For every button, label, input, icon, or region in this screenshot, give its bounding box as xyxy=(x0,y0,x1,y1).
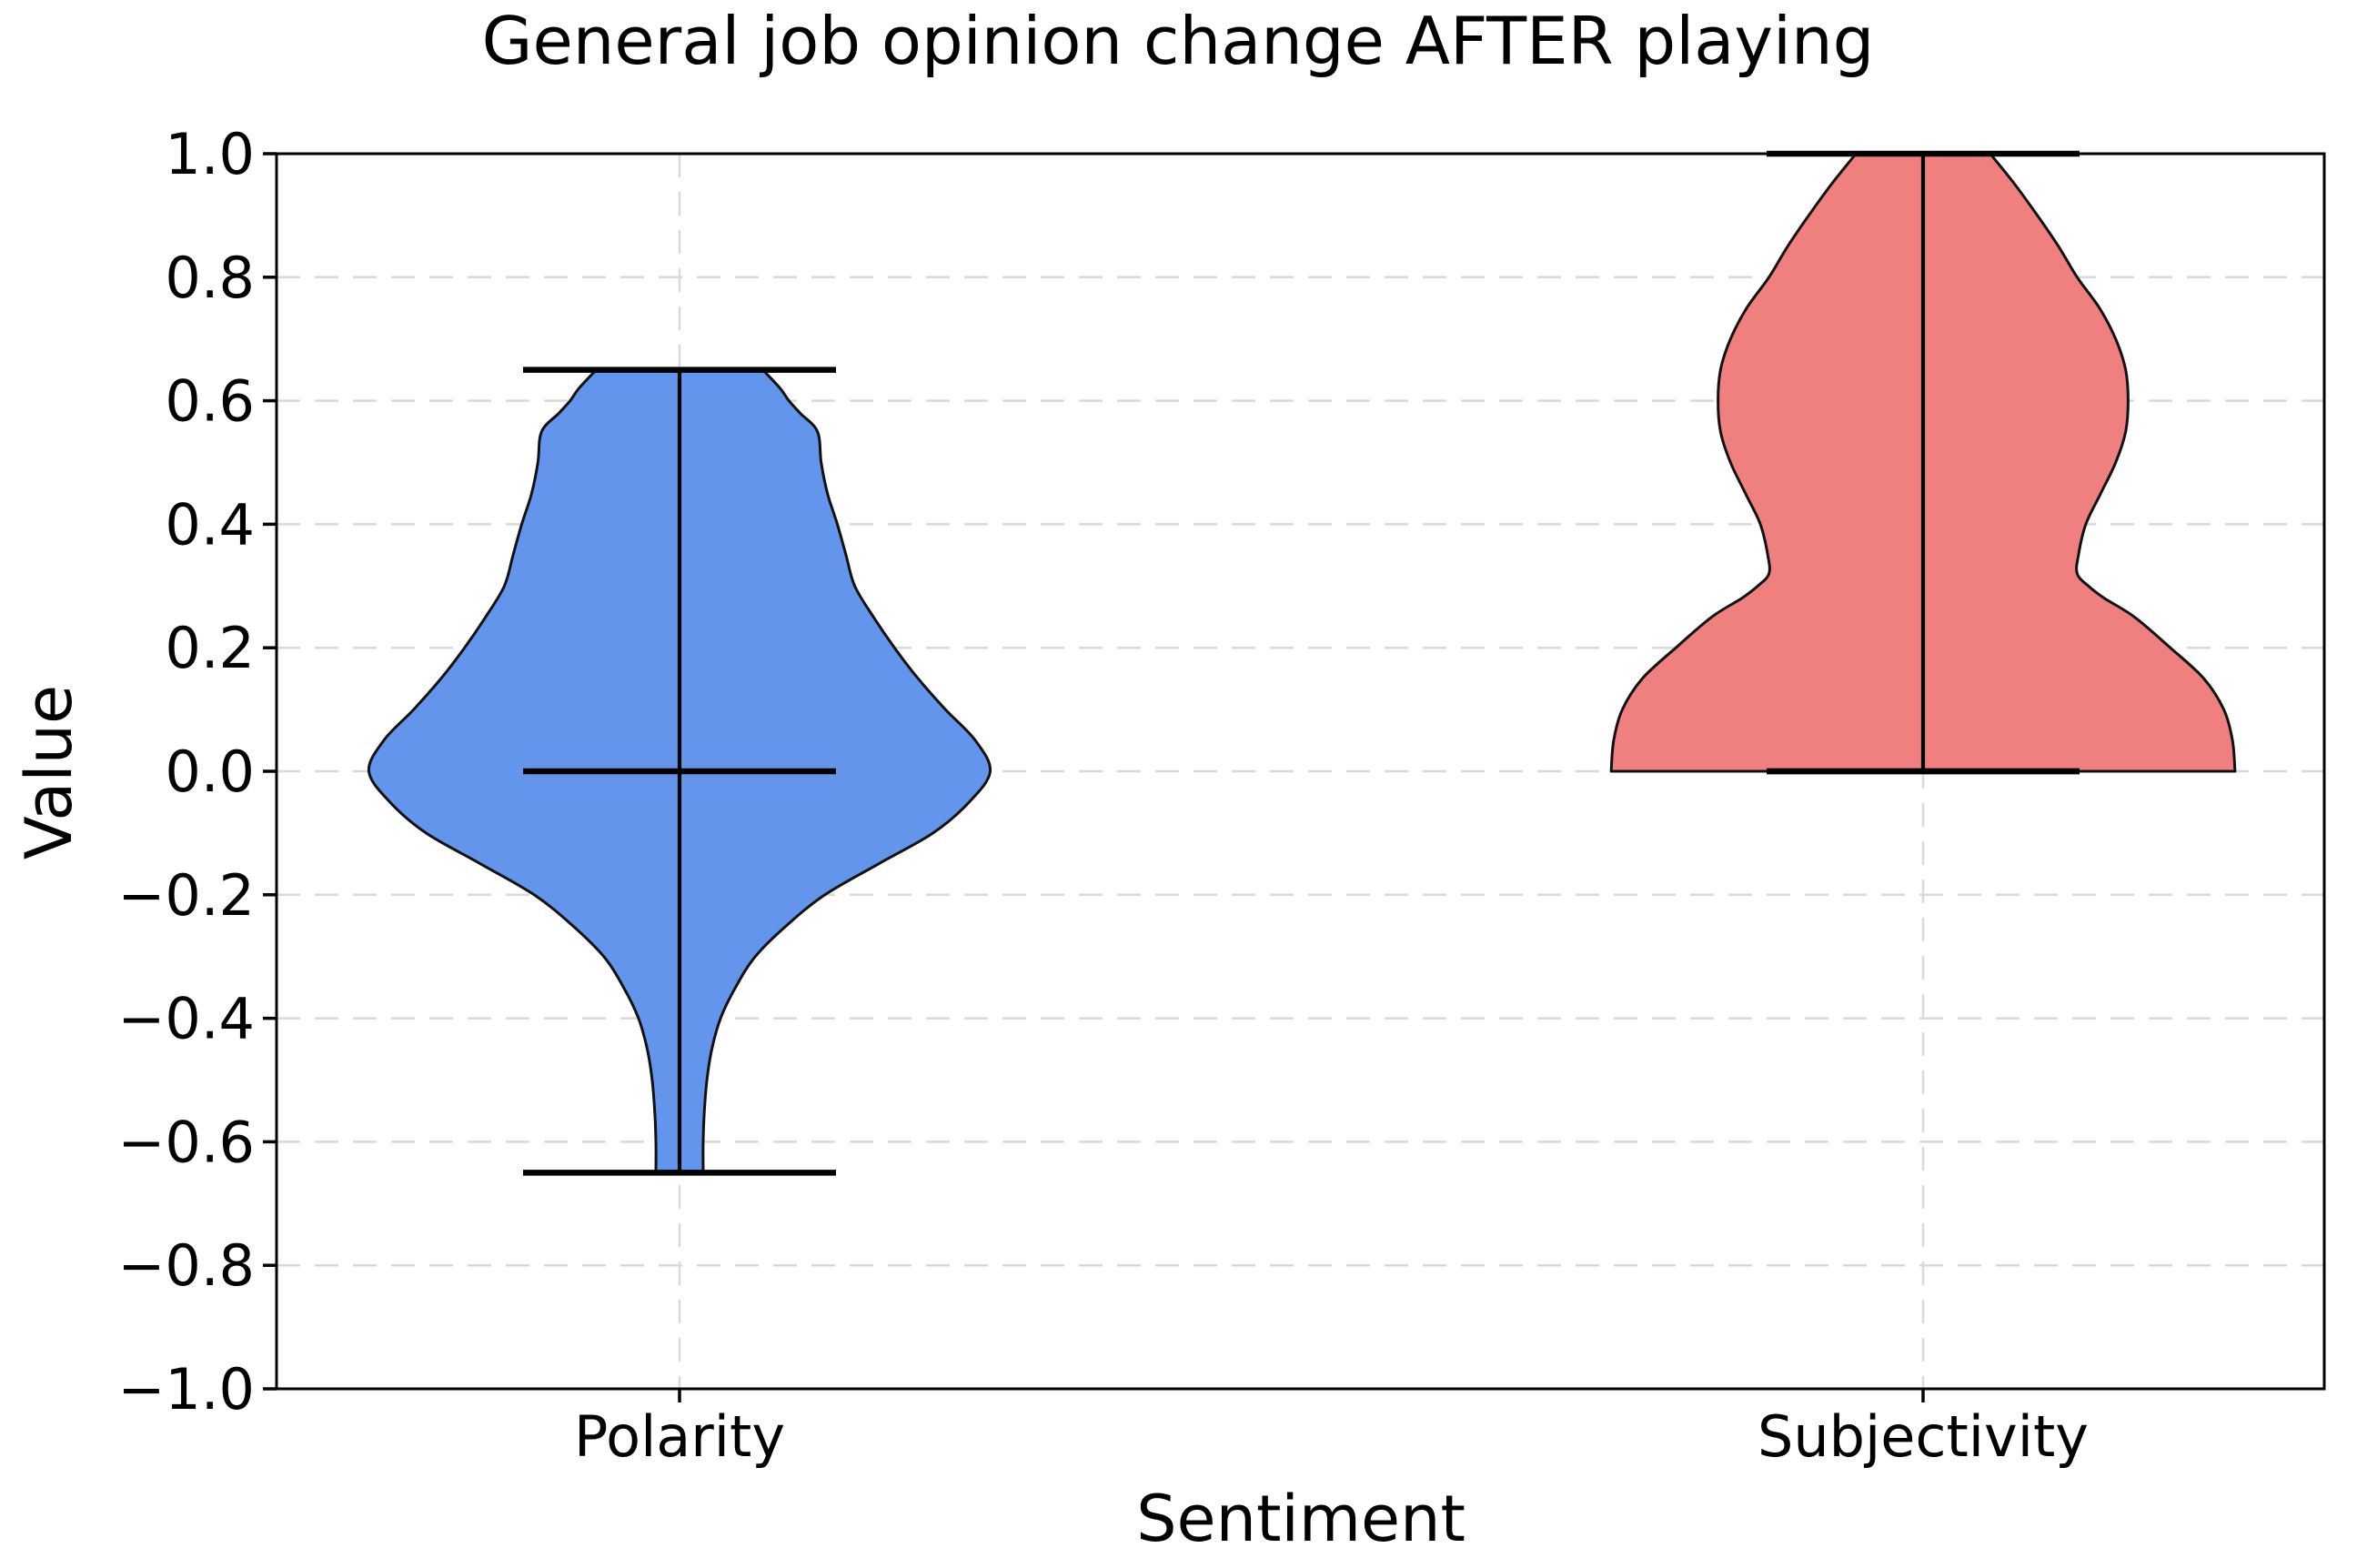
y-tick-label: 1.0 xyxy=(165,121,255,187)
y-tick-label: −0.4 xyxy=(117,986,255,1052)
tick-layer: 1.0 0.8 0.6 0.4 0.2 0.0 −0.2 −0.4 −0.6 −0.8 −1.0 xyxy=(117,121,1925,1422)
y-tick-label: −1.0 xyxy=(117,1356,255,1422)
chart-title: General job opinion change AFTER playing xyxy=(482,3,1875,79)
y-tick-label: 0.6 xyxy=(165,368,255,435)
y-tick-label: 0.0 xyxy=(165,739,255,805)
y-tick-label: −0.6 xyxy=(117,1109,255,1175)
y-tick-label: 0.4 xyxy=(165,491,255,558)
y-axis-label: Value xyxy=(12,685,86,859)
y-tick-label: 0.2 xyxy=(165,615,255,681)
y-tick-label: −0.2 xyxy=(117,862,255,929)
y-tick-label: 0.8 xyxy=(165,245,255,311)
violin-layer xyxy=(367,150,2237,1176)
y-tick-label: −0.8 xyxy=(117,1232,255,1299)
x-tick-label-subjectivity: Subjectivity xyxy=(1758,1403,2089,1470)
x-tick-label-polarity: Polarity xyxy=(574,1403,785,1470)
x-axis-label: Sentiment xyxy=(1136,1482,1466,1556)
